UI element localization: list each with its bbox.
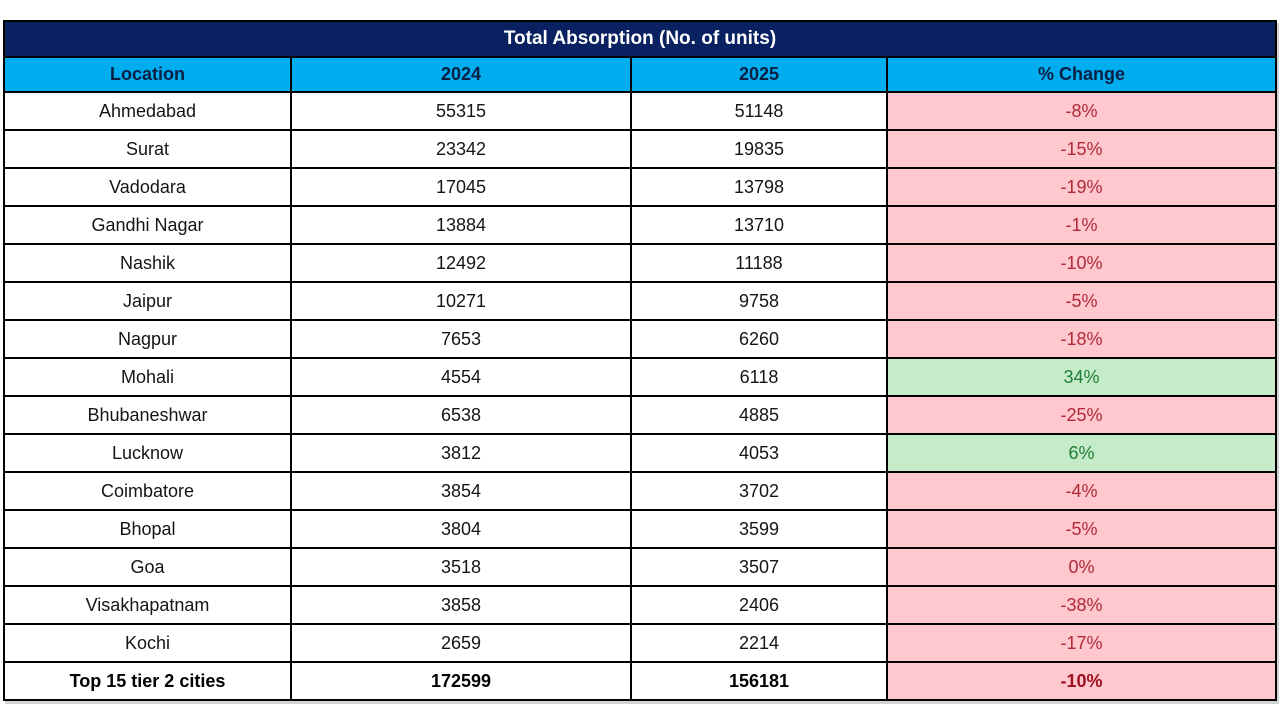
pct-change-cell: -8%	[888, 93, 1275, 129]
value-2025-cell: 3507	[632, 549, 888, 585]
column-header-2024: 2024	[292, 58, 632, 91]
column-header-location: Location	[5, 58, 292, 91]
value-2025-cell: 6118	[632, 359, 888, 395]
table-row: Kochi 2659 2214 -17%	[5, 625, 1275, 663]
table-row: Ahmedabad 55315 51148 -8%	[5, 93, 1275, 131]
pct-change-cell: -4%	[888, 473, 1275, 509]
value-2025-cell: 13798	[632, 169, 888, 205]
value-2024-cell: 7653	[292, 321, 632, 357]
value-2025-cell: 4053	[632, 435, 888, 471]
value-2025-cell: 9758	[632, 283, 888, 319]
value-2024-cell: 172599	[292, 663, 632, 699]
value-2024-cell: 4554	[292, 359, 632, 395]
value-2024-cell: 12492	[292, 245, 632, 281]
location-cell: Jaipur	[5, 283, 292, 319]
absorption-table: Total Absorption (No. of units) Location…	[3, 20, 1277, 701]
table-row: Bhubaneshwar 6538 4885 -25%	[5, 397, 1275, 435]
value-2025-cell: 6260	[632, 321, 888, 357]
location-cell: Kochi	[5, 625, 292, 661]
location-cell: Vadodara	[5, 169, 292, 205]
value-2024-cell: 3812	[292, 435, 632, 471]
table-title: Total Absorption (No. of units)	[5, 22, 1275, 58]
value-2025-cell: 51148	[632, 93, 888, 129]
value-2025-cell: 3702	[632, 473, 888, 509]
value-2024-cell: 3858	[292, 587, 632, 623]
table-row: Mohali 4554 6118 34%	[5, 359, 1275, 397]
value-2025-cell: 11188	[632, 245, 888, 281]
pct-change-cell: 6%	[888, 435, 1275, 471]
value-2025-cell: 2406	[632, 587, 888, 623]
table-row: Nashik 12492 11188 -10%	[5, 245, 1275, 283]
pct-change-cell: -15%	[888, 131, 1275, 167]
value-2025-cell: 2214	[632, 625, 888, 661]
column-header-row: Location 2024 2025 % Change	[5, 58, 1275, 93]
location-cell: Top 15 tier 2 cities	[5, 663, 292, 699]
value-2025-cell: 4885	[632, 397, 888, 433]
pct-change-cell: -5%	[888, 511, 1275, 547]
column-header-2025: 2025	[632, 58, 888, 91]
location-cell: Visakhapatnam	[5, 587, 292, 623]
pct-change-cell: 0%	[888, 549, 1275, 585]
value-2024-cell: 2659	[292, 625, 632, 661]
table-row: Vadodara 17045 13798 -19%	[5, 169, 1275, 207]
pct-change-cell: -25%	[888, 397, 1275, 433]
table-row: Lucknow 3812 4053 6%	[5, 435, 1275, 473]
table-row: Goa 3518 3507 0%	[5, 549, 1275, 587]
table-row: Gandhi Nagar 13884 13710 -1%	[5, 207, 1275, 245]
location-cell: Surat	[5, 131, 292, 167]
pct-change-cell: -1%	[888, 207, 1275, 243]
value-2024-cell: 17045	[292, 169, 632, 205]
pct-change-cell: -18%	[888, 321, 1275, 357]
value-2024-cell: 55315	[292, 93, 632, 129]
pct-change-cell: -5%	[888, 283, 1275, 319]
location-cell: Bhubaneshwar	[5, 397, 292, 433]
table-row: Coimbatore 3854 3702 -4%	[5, 473, 1275, 511]
table-row: Bhopal 3804 3599 -5%	[5, 511, 1275, 549]
table-row: Nagpur 7653 6260 -18%	[5, 321, 1275, 359]
location-cell: Nagpur	[5, 321, 292, 357]
value-2024-cell: 3518	[292, 549, 632, 585]
pct-change-cell: -10%	[888, 245, 1275, 281]
location-cell: Ahmedabad	[5, 93, 292, 129]
location-cell: Gandhi Nagar	[5, 207, 292, 243]
location-cell: Bhopal	[5, 511, 292, 547]
table-body: Ahmedabad 55315 51148 -8% Surat 23342 19835 -15…	[5, 93, 1275, 699]
table-row: Jaipur 10271 9758 -5%	[5, 283, 1275, 321]
table-row: Surat 23342 19835 -15%	[5, 131, 1275, 169]
value-2024-cell: 3854	[292, 473, 632, 509]
location-cell: Mohali	[5, 359, 292, 395]
value-2024-cell: 6538	[292, 397, 632, 433]
value-2025-cell: 156181	[632, 663, 888, 699]
pct-change-cell: -10%	[888, 663, 1275, 699]
value-2025-cell: 19835	[632, 131, 888, 167]
total-row: Top 15 tier 2 cities 172599 156181 -10%	[5, 663, 1275, 699]
pct-change-cell: -38%	[888, 587, 1275, 623]
pct-change-cell: -19%	[888, 169, 1275, 205]
value-2024-cell: 23342	[292, 131, 632, 167]
value-2024-cell: 10271	[292, 283, 632, 319]
value-2024-cell: 13884	[292, 207, 632, 243]
location-cell: Lucknow	[5, 435, 292, 471]
value-2024-cell: 3804	[292, 511, 632, 547]
location-cell: Nashik	[5, 245, 292, 281]
value-2025-cell: 13710	[632, 207, 888, 243]
location-cell: Coimbatore	[5, 473, 292, 509]
pct-change-cell: -17%	[888, 625, 1275, 661]
value-2025-cell: 3599	[632, 511, 888, 547]
column-header-pct-change: % Change	[1037, 64, 1125, 84]
table-row: Visakhapatnam 3858 2406 -38%	[5, 587, 1275, 625]
location-cell: Goa	[5, 549, 292, 585]
pct-change-cell: 34%	[888, 359, 1275, 395]
